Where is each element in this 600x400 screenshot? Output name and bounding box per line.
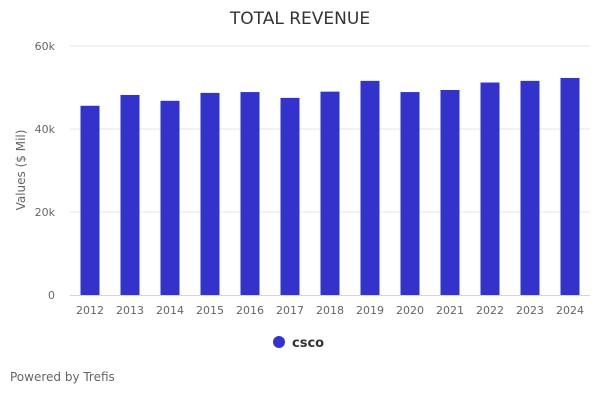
x-tick-label: 2012	[76, 304, 104, 317]
x-tick-label: 2021	[436, 304, 464, 317]
x-tick-label: 2016	[236, 304, 264, 317]
y-tick-label: 20k	[35, 206, 56, 219]
bar-2020[interactable]	[400, 92, 420, 295]
bars	[80, 77, 580, 296]
y-axis-label: Values ($ Mil)	[14, 130, 28, 211]
powered-by-credit[interactable]: Powered by Trefis	[10, 370, 115, 384]
bar-2019[interactable]	[360, 80, 380, 295]
x-tick-label: 2014	[156, 304, 184, 317]
y-tick-label: 40k	[35, 123, 56, 136]
bar-2023[interactable]	[520, 80, 540, 295]
x-tick-label: 2013	[116, 304, 144, 317]
bar-2016[interactable]	[240, 92, 260, 295]
legend-label-csco[interactable]: csco	[292, 336, 324, 351]
bar-2017[interactable]	[280, 97, 300, 295]
bar-2022[interactable]	[480, 82, 500, 296]
bar-2021[interactable]	[440, 89, 460, 296]
x-tick-label: 2019	[356, 304, 384, 317]
bar-2018[interactable]	[320, 91, 340, 296]
bar-2013[interactable]	[120, 94, 140, 295]
x-tick-label: 2015	[196, 304, 224, 317]
legend[interactable]: csco	[273, 336, 324, 351]
x-tick-label: 2017	[276, 304, 304, 317]
x-tick-label: 2018	[316, 304, 344, 317]
y-axis-ticks: 0 20k 40k 60k	[35, 40, 56, 302]
x-tick-label: 2022	[476, 304, 504, 317]
x-tick-label: 2023	[516, 304, 544, 317]
chart-title: TOTAL REVENUE	[229, 9, 370, 29]
bar-2024[interactable]	[560, 77, 580, 295]
x-tick-label: 2020	[396, 304, 424, 317]
bar-2014[interactable]	[160, 100, 180, 295]
legend-marker-csco	[273, 336, 285, 348]
x-tick-label: 2024	[556, 304, 584, 317]
y-tick-label: 60k	[35, 40, 56, 53]
bar-2012[interactable]	[80, 105, 100, 295]
x-axis-ticks: 2012 2013 2014 2015 2016 2017 2018 2019 2020 2021…	[76, 304, 584, 317]
y-tick-label: 0	[48, 289, 55, 302]
bar-2015[interactable]	[200, 92, 220, 296]
